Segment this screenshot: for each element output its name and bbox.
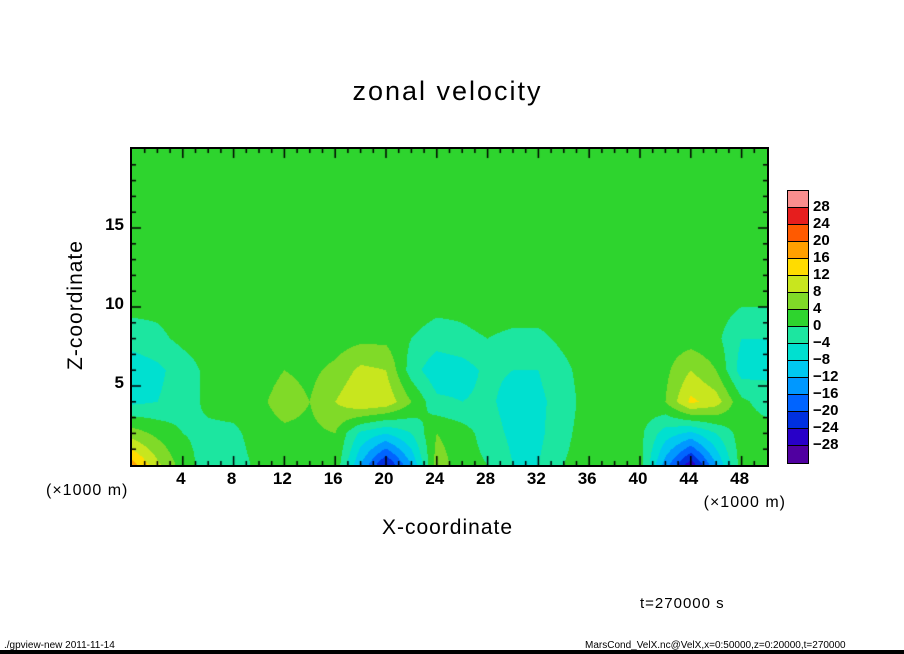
x-tick-label: 8 [226, 469, 237, 488]
x-tick-label: 16 [323, 469, 343, 488]
chart-title: zonal velocity [352, 76, 543, 106]
colorbar-cell [788, 259, 808, 276]
window-bottom-edge [0, 650, 904, 654]
x-tick-label: 4 [176, 469, 186, 488]
heatmap-canvas [132, 149, 767, 465]
colorbar-cell [788, 395, 808, 412]
x-tick-label: 44 [679, 469, 699, 488]
colorbar-tick-label: 8 [813, 283, 822, 300]
colorbar-tick-label: 16 [813, 249, 830, 266]
x-tick-label: 48 [730, 469, 750, 488]
x-tick-label: 40 [628, 469, 648, 488]
x-tick-label: 32 [526, 469, 546, 488]
footer-file-info: MarsCond_VelX.nc@VelX,x=0:50000,z=0:2000… [585, 640, 846, 651]
colorbar-tick-label: −28 [813, 436, 839, 453]
colorbar-tick-label: −8 [813, 351, 831, 368]
colorbar-cell [788, 344, 808, 361]
colorbar-tick-label: 24 [813, 215, 830, 232]
x-tick-label: 36 [577, 469, 597, 488]
colorbar-tick-label: 0 [813, 317, 822, 334]
footer-command: ./gpview-new 2011-11-14 [4, 640, 115, 651]
colorbar-cell [788, 276, 808, 293]
colorbar-tick-label: 28 [813, 198, 830, 215]
colorbar-tick-label: −20 [813, 402, 839, 419]
colorbar-cell [788, 361, 808, 378]
x-tick-label: 20 [374, 469, 394, 488]
colorbar-cell [788, 327, 808, 344]
colorbar-cell [788, 412, 808, 429]
colorbar-cell [788, 446, 808, 463]
x-axis-unit: (×1000 m) [703, 494, 786, 511]
time-annotation: t=270000 s [640, 595, 725, 612]
colorbar-cell [788, 208, 808, 225]
plot-area [130, 147, 769, 467]
x-axis-label: X-coordinate [381, 516, 514, 539]
colorbar-tick-label: 20 [813, 232, 830, 249]
colorbar-cell [788, 225, 808, 242]
colorbar-cell [788, 293, 808, 310]
colorbar-tick-label: −4 [813, 334, 831, 351]
colorbar-tick-label: −12 [813, 368, 839, 385]
colorbar [787, 190, 809, 464]
colorbar-tick-label: −16 [813, 385, 839, 402]
colorbar-tick-label: −24 [813, 419, 839, 436]
y-tick-label: 10 [105, 294, 124, 313]
y-tick-label: 5 [114, 373, 124, 392]
colorbar-cell [788, 191, 808, 208]
colorbar-cell [788, 310, 808, 327]
x-tick-label: 12 [272, 469, 292, 488]
colorbar-tick-label: 4 [813, 300, 822, 317]
y-axis-label: Z-coordinate [64, 240, 87, 370]
x-tick-label: 24 [425, 469, 445, 488]
colorbar-cell [788, 429, 808, 446]
colorbar-tick-label: 12 [813, 266, 830, 283]
x-tick-label: 28 [476, 469, 496, 488]
colorbar-cell [788, 378, 808, 395]
colorbar-cell [788, 242, 808, 259]
z-axis-unit: (×1000 m) [46, 482, 129, 499]
y-tick-label: 15 [105, 215, 124, 234]
